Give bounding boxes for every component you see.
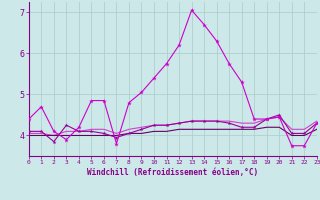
- X-axis label: Windchill (Refroidissement éolien,°C): Windchill (Refroidissement éolien,°C): [87, 168, 258, 177]
